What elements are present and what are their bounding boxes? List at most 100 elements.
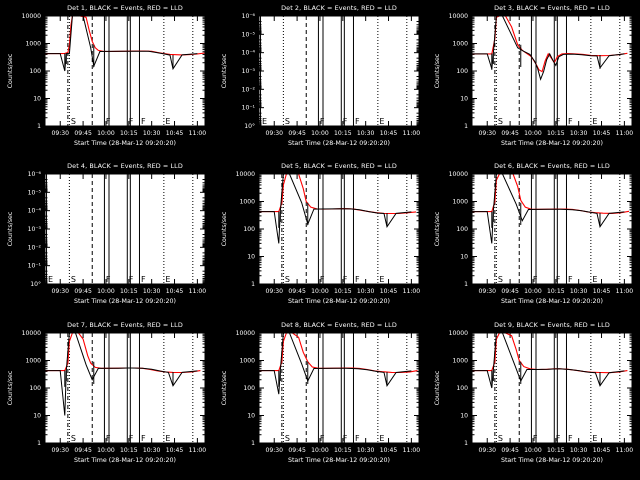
x-tick-label: 09:45 [74,130,92,137]
event-marker-label: F [533,434,538,443]
y-tick-label: 10⁻² [28,244,42,251]
y-axis-label: Counts/sec [221,370,228,405]
x-tick-label: 09:30 [51,130,69,137]
y-tick-label: 100 [243,385,255,392]
y-tick-label: 1000 [239,358,255,365]
detector-panel-5: Det 5, BLACK = Events, RED = LLD 1 10 100 10… [214,158,427,318]
x-tick-label: 10:00 [311,447,329,454]
x-tick-label: 10:15 [120,447,138,454]
y-tick-label: 100 [456,385,468,392]
x-tick-label: 10:15 [547,447,565,454]
x-tick-label: 10:30 [143,447,161,454]
y-tick-label: 10 [460,413,468,420]
x-tick-label: 09:45 [288,447,306,454]
series-events [259,173,412,244]
x-tick-label: 09:30 [265,447,283,454]
x-tick-label: 11:00 [403,130,421,137]
y-tick-label: 1 [37,123,41,130]
x-axis-label: Start Time (28-Mar-12 09:20:20) [288,457,390,464]
event-marker-label: F [141,434,146,443]
event-marker-label: E [379,117,384,126]
detector-panel-1: Det 1, BLACK = Events, RED = LLD 1 10 100 10… [0,0,213,160]
x-tick-label: 09:30 [265,130,283,137]
event-marker-label: S [285,434,290,443]
y-axis-label: Counts/sec [434,211,441,246]
y-tick-label: 10⁻² [242,86,256,93]
event-marker-label: S [71,117,76,126]
event-marker-label: E [379,275,384,284]
x-axis-label: Start Time (28-Mar-12 09:20:20) [501,298,603,305]
x-tick-label: 10:30 [143,130,161,137]
event-marker-label: F [568,275,573,284]
y-tick-label: 10 [247,413,255,420]
x-tick-label: 11:00 [189,447,207,454]
event-marker-label: F [556,434,561,443]
event-marker-label: F [533,117,538,126]
y-tick-label: 1 [464,440,468,447]
x-tick-label: 10:30 [570,288,588,295]
x-tick-label: 10:30 [570,447,588,454]
plot-area [45,174,205,284]
x-tick-label: 10:45 [166,447,184,454]
event-marker-label: F [141,275,146,284]
y-tick-label: 10 [460,96,468,103]
plot-area [472,174,632,284]
y-tick-label: 10⁻¹ [28,263,42,270]
y-tick-label: 10000 [449,13,469,20]
x-tick-label: 10:30 [357,447,375,454]
event-marker-label: F [556,275,561,284]
y-tick-label: 10⁻¹ [242,105,256,112]
y-axis-label: Counts/sec [7,370,14,405]
y-tick-label: 10⁻⁶ [28,171,42,178]
event-marker-label: F [320,434,325,443]
x-tick-label: 10:15 [120,288,138,295]
panel-title: Det 9, BLACK = Events, RED = LLD [494,321,610,329]
x-tick-label: 11:00 [616,288,634,295]
plot-area [259,333,419,443]
event-marker-label: F [556,117,561,126]
x-axis-label: Start Time (28-Mar-12 09:20:20) [288,298,390,305]
y-tick-label: 1000 [452,41,468,48]
y-tick-label: 1000 [25,41,41,48]
x-tick-label: 10:00 [524,447,542,454]
x-axis-label: Start Time (28-Mar-12 09:20:20) [74,140,176,147]
x-axis-label: Start Time (28-Mar-12 09:20:20) [288,140,390,147]
y-tick-label: 1 [251,440,255,447]
event-marker-label: E [165,275,170,284]
y-tick-label: 1000 [239,199,255,206]
x-tick-label: 10:30 [357,288,375,295]
x-tick-label: 10:45 [166,288,184,295]
x-tick-label: 10:45 [166,130,184,137]
x-tick-label: 11:00 [189,130,207,137]
x-tick-label: 10:00 [311,130,329,137]
y-axis-label: Counts/sec [434,53,441,88]
event-marker-label: F [129,117,134,126]
event-marker-label: F [533,275,538,284]
event-marker-label: F [320,275,325,284]
plot-area [45,333,205,443]
event-marker-label: E [592,434,597,443]
y-axis-label: Counts/sec [7,211,14,246]
plot-area [45,16,205,126]
x-tick-label: 10:00 [524,288,542,295]
x-tick-label: 09:45 [501,447,519,454]
y-tick-label: 10⁻³ [28,226,42,233]
x-tick-label: 10:45 [380,288,398,295]
x-tick-label: 10:30 [570,130,588,137]
event-marker-label: F [106,275,111,284]
event-marker-label: S [498,275,503,284]
event-marker-label: F [106,117,111,126]
y-tick-label: 10 [33,96,41,103]
x-tick-label: 10:15 [334,130,352,137]
y-tick-label: 100 [243,226,255,233]
x-tick-label: 11:00 [616,447,634,454]
event-marker-label: F [568,117,573,126]
x-tick-label: 10:00 [97,130,115,137]
event-marker-label: E [165,434,170,443]
detector-panel-9: Det 9, BLACK = Events, RED = LLD 1 10 100 10… [427,317,640,477]
x-tick-label: 10:45 [593,447,611,454]
x-tick-label: 10:00 [97,447,115,454]
event-marker-label: F [320,117,325,126]
y-tick-label: 1000 [25,358,41,365]
x-tick-label: 10:00 [97,288,115,295]
